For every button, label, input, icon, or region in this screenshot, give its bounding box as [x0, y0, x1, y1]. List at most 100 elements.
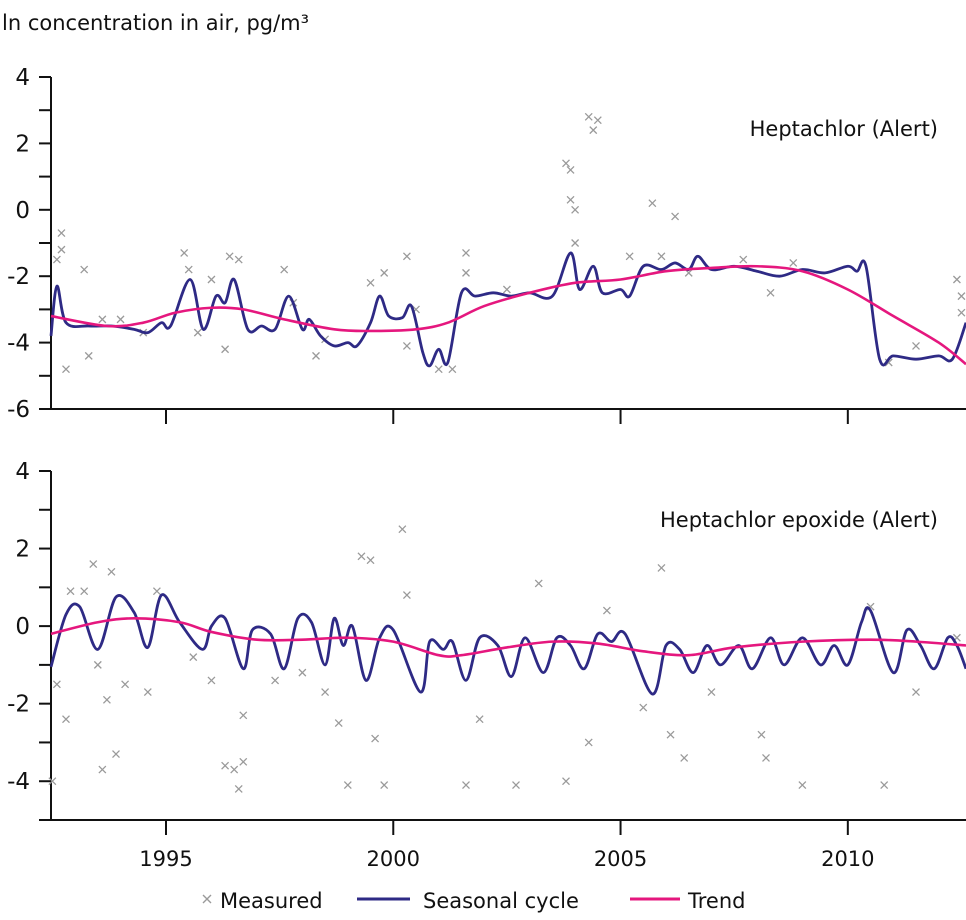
- measured-point: [184, 265, 193, 274]
- measured-point: [143, 688, 152, 696]
- measured-point: [225, 252, 234, 261]
- measured-point: [566, 195, 575, 204]
- measured-point: [707, 688, 716, 696]
- measured-point: [912, 688, 920, 696]
- panel-heptachlor-epoxide: 4 2 0 -2 -4 1995 2000 2005 2010: [7, 459, 966, 871]
- measured-point: [357, 552, 366, 561]
- measured-point: [448, 365, 457, 374]
- measured-point: [366, 556, 375, 565]
- measured-point: [957, 308, 966, 317]
- measured-point: [434, 365, 443, 374]
- measured-point: [380, 268, 389, 277]
- measured-point: [57, 229, 66, 237]
- panel-title-heptachlor: Heptachlor (Alert): [750, 117, 938, 141]
- legend-seasonal-label: Seasonal cycle: [423, 889, 579, 913]
- measured-point: [98, 765, 107, 774]
- measured-point: [112, 750, 120, 759]
- measured-point: [116, 315, 125, 324]
- measured-point: [221, 345, 230, 354]
- measured-point: [80, 587, 89, 596]
- measured-point: [593, 116, 602, 125]
- measured-point: [757, 730, 766, 739]
- measured-point: [189, 653, 198, 662]
- measured-point: [666, 730, 675, 739]
- x-tick-label: 2000: [367, 847, 420, 871]
- measured-point: [680, 753, 689, 762]
- measured-point: [230, 765, 239, 774]
- measured-point: [657, 252, 666, 261]
- measured-point: [66, 587, 75, 596]
- y-tick-label: 0: [15, 614, 30, 640]
- measured-point: [62, 715, 70, 724]
- legend-trend-label: Trend: [687, 889, 745, 913]
- measured-point: [798, 781, 807, 790]
- y-axis-label: ln concentration in air, pg/m³: [2, 11, 309, 35]
- y-tick-label: -2: [7, 264, 30, 290]
- seasonal-cycle-line: [49, 593, 966, 696]
- measured-point: [271, 676, 280, 685]
- measured-point: [571, 239, 580, 247]
- measured-point: [602, 606, 611, 615]
- measured-point: [571, 205, 580, 214]
- x-tick-label: 2010: [821, 847, 874, 871]
- measured-point: [402, 591, 411, 600]
- measured-point: [280, 265, 289, 274]
- measured-point: [366, 278, 375, 287]
- y-tick-label: -4: [7, 331, 30, 357]
- measured-point: [739, 255, 748, 264]
- measured-point: [102, 695, 111, 704]
- measured-point: [402, 341, 411, 350]
- measured-point: [343, 781, 352, 790]
- measured-point: [321, 688, 330, 696]
- panel-heptachlor: 4 2 0 -2 -4 -6: [7, 65, 966, 424]
- measured-point: [639, 703, 648, 712]
- panel-title-heptachlor-epoxide: Heptachlor epoxide (Alert): [660, 508, 938, 532]
- measured-point: [380, 781, 389, 790]
- y-tick-label: 2: [15, 131, 30, 157]
- measured-point: [62, 365, 70, 374]
- measured-point: [462, 268, 470, 277]
- measured-point: [402, 252, 411, 261]
- measured-point: [475, 715, 484, 724]
- measured-point: [912, 341, 920, 350]
- measured-point: [671, 212, 680, 221]
- measured-point: [107, 567, 116, 576]
- y-tick-label: 4: [15, 65, 30, 91]
- measured-point: [52, 255, 61, 264]
- measured-point: [239, 711, 248, 720]
- measured-point: [766, 288, 775, 297]
- measured-point: [334, 719, 343, 728]
- measured-point: [89, 560, 98, 569]
- measured-point: [207, 275, 216, 284]
- legend: Measured Seasonal cycle Trend: [202, 889, 745, 913]
- measured-point: [789, 258, 798, 267]
- trend-line: [50, 264, 966, 366]
- measured-point: [234, 785, 243, 793]
- seasonal-cycle-line: [49, 251, 966, 368]
- measured-point: [221, 761, 230, 770]
- x-tick-label: 2005: [594, 847, 647, 871]
- measured-point: [52, 680, 61, 689]
- measured-point: [80, 265, 89, 274]
- measured-point: [502, 285, 511, 294]
- y-tick-label: 4: [15, 459, 30, 485]
- measured-point: [57, 245, 66, 254]
- legend-measured-label: Measured: [220, 889, 323, 913]
- x-tick-label: 1995: [139, 847, 192, 871]
- measured-point: [762, 753, 770, 762]
- measured-point: [952, 275, 961, 284]
- measured-point: [657, 563, 666, 572]
- measured-point: [239, 757, 248, 766]
- measured-point: [584, 738, 593, 747]
- measured-point: [398, 525, 407, 534]
- measured-point: [121, 680, 130, 689]
- measured-point: [584, 112, 593, 121]
- y-tick-label: 0: [15, 198, 30, 224]
- y-tick-label: -4: [7, 769, 30, 795]
- measured-point: [566, 166, 575, 174]
- measured-point: [512, 781, 520, 790]
- y-tick-label: -2: [7, 692, 30, 718]
- y-tick-label: -6: [7, 397, 30, 423]
- measured-point: [234, 255, 243, 264]
